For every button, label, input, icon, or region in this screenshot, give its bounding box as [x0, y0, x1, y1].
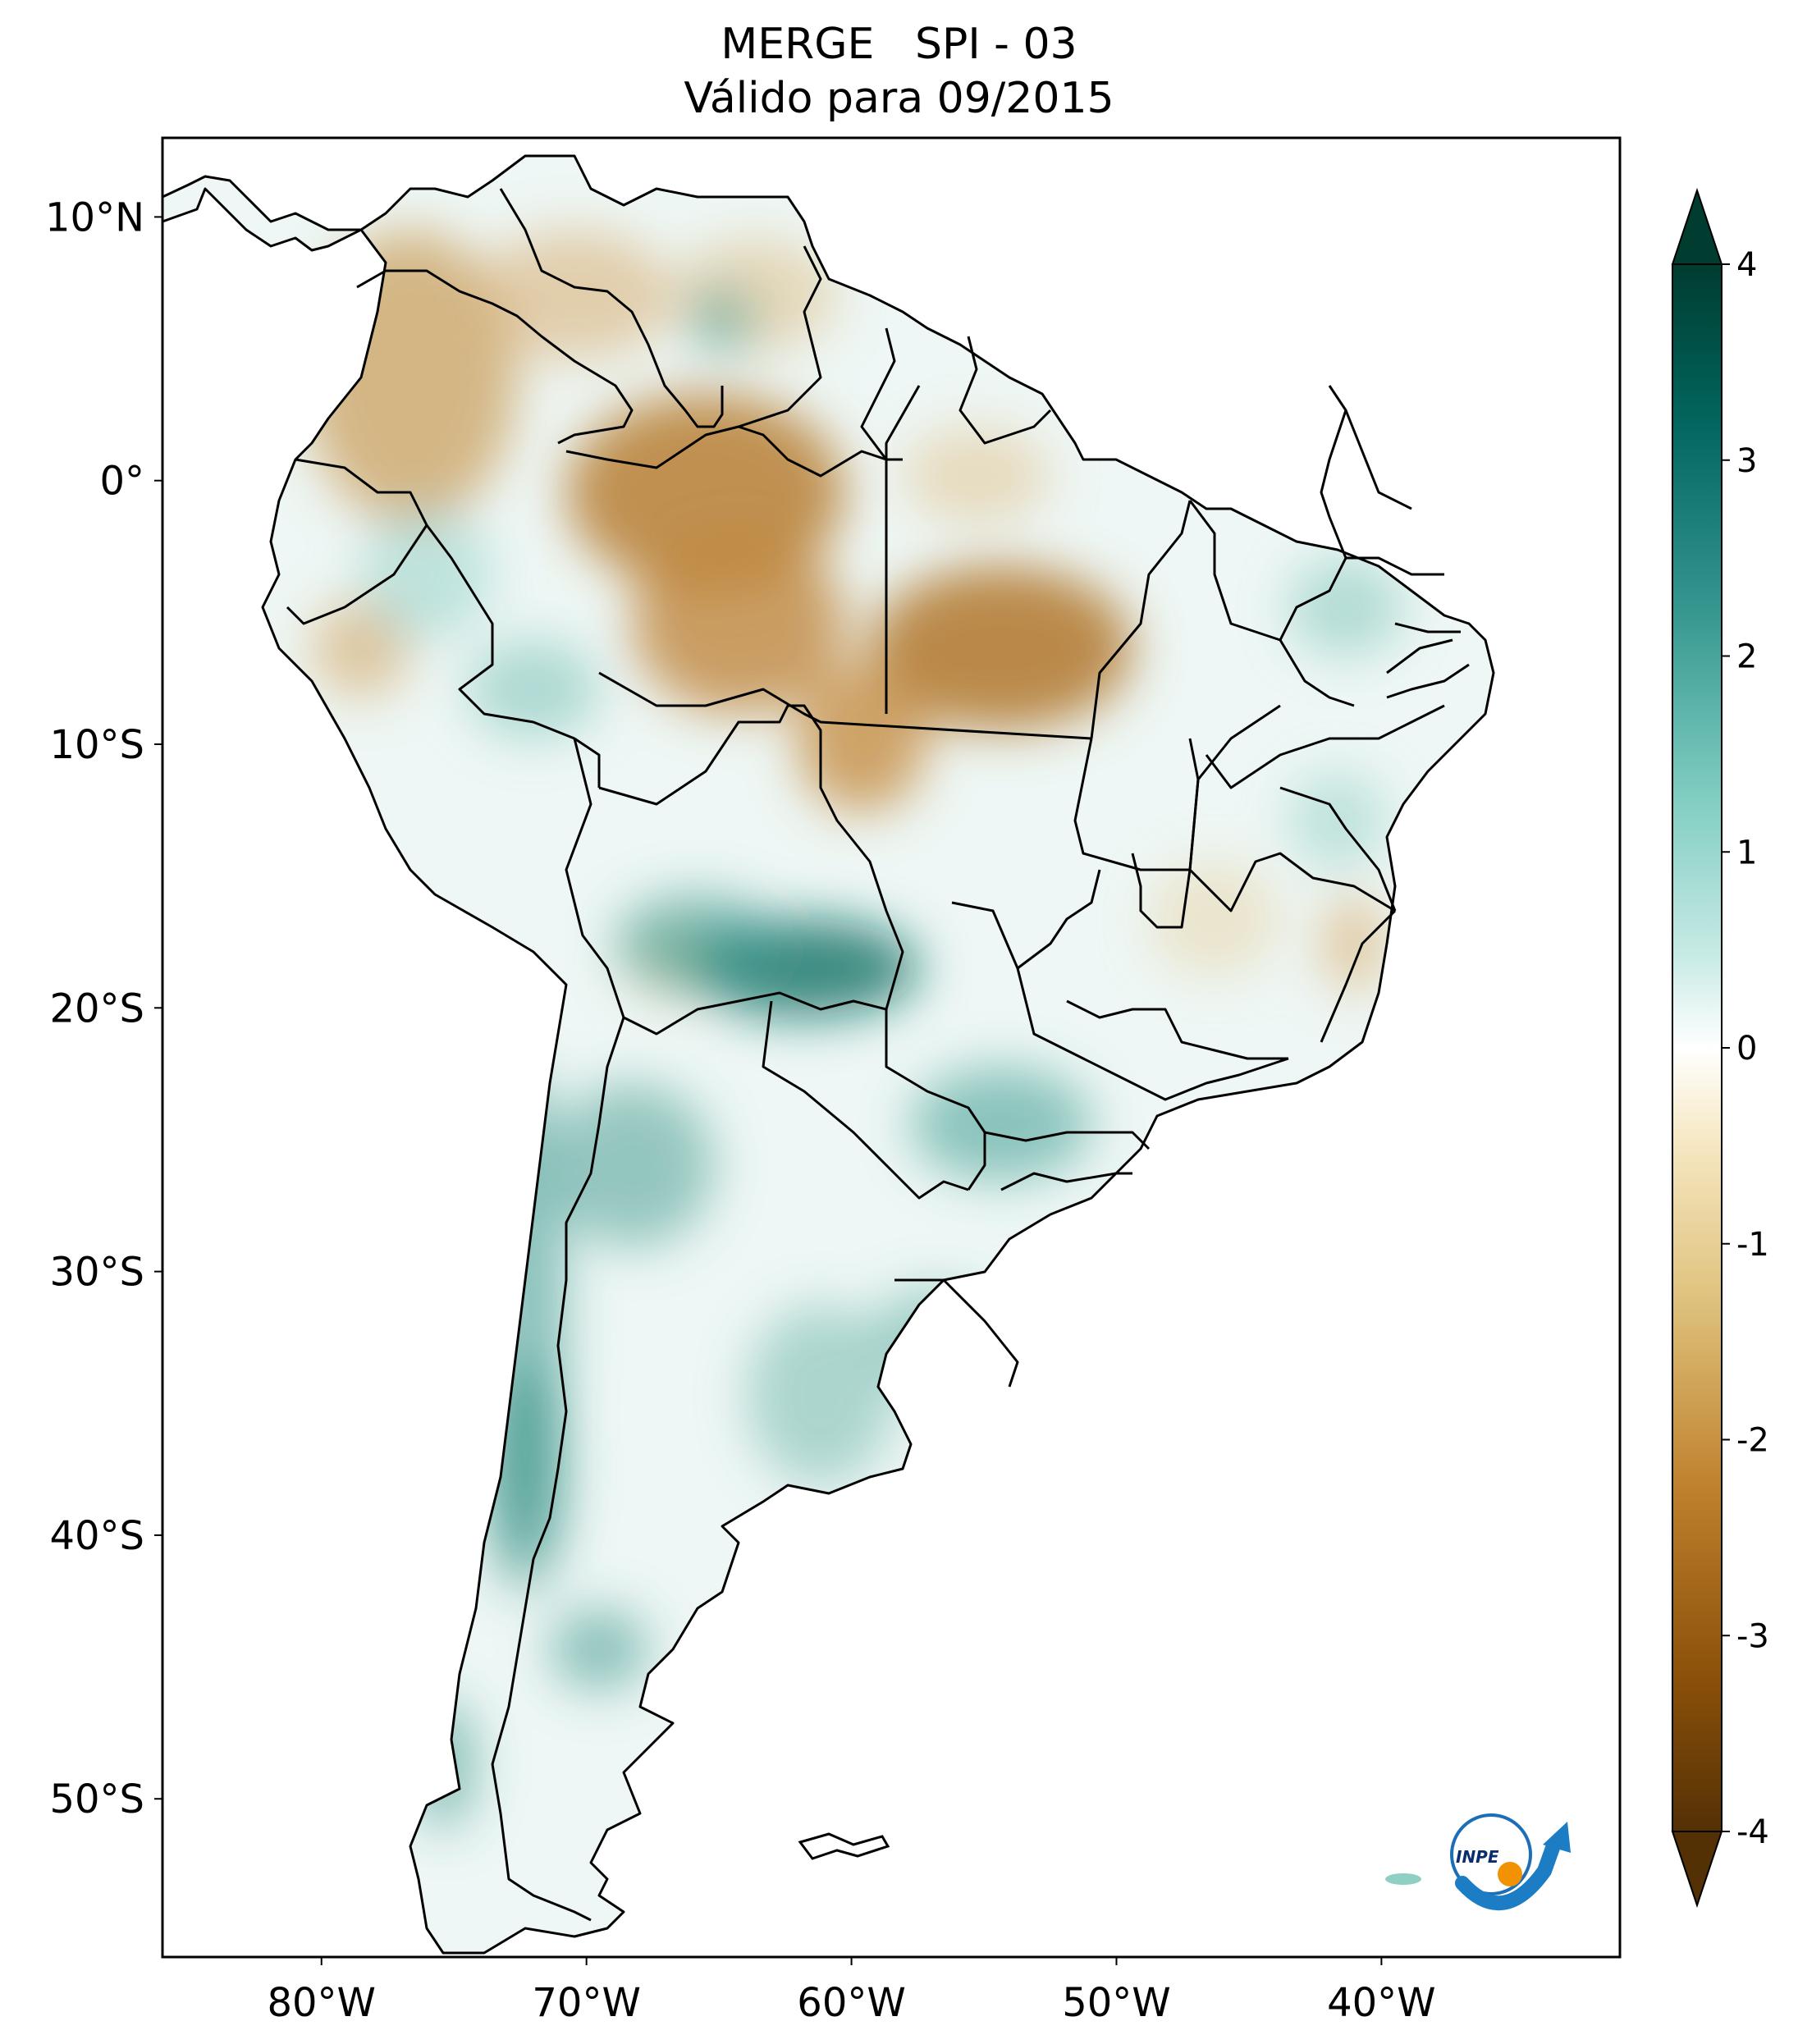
inpe-logo: INPE	[1450, 1813, 1571, 1911]
lon-tick-label: 40°W	[1327, 1980, 1436, 2026]
lat-tick-label: 0°	[99, 459, 144, 505]
colorbar-tick-label: -2	[1736, 1422, 1769, 1460]
inpe-logo-text: INPE	[1456, 1847, 1499, 1867]
colorbar-tick-label: 3	[1736, 442, 1757, 480]
colorbar-max-extend	[1671, 187, 1723, 265]
axis-ticks	[154, 216, 1383, 1965]
lat-tick-label: 10°S	[49, 722, 144, 768]
colorbar-tick-label: 4	[1736, 246, 1757, 284]
lat-tick-label: 40°S	[49, 1513, 144, 1559]
lon-tick-label: 80°W	[267, 1980, 376, 2026]
colorbar-tick-label: 2	[1736, 638, 1757, 676]
lon-tick-label: 50°W	[1062, 1980, 1171, 2026]
lat-tick-label: 30°S	[49, 1250, 144, 1296]
lat-tick-label: 20°S	[49, 985, 144, 1031]
lon-tick-label: 60°W	[797, 1980, 906, 2026]
colorbar-gradient	[1672, 263, 1723, 1832]
chart-title-line2: Válido para 09/2015	[684, 74, 1114, 123]
chart-title-line1: MERGE SPI - 03	[721, 20, 1077, 69]
south-georgia-island	[1385, 1873, 1421, 1885]
colorbar-tick-label: -1	[1736, 1226, 1769, 1264]
colorbar-tick-label: -3	[1736, 1617, 1769, 1655]
colorbar-tick-label: 0	[1736, 1030, 1757, 1068]
colorbar: 4 3 2 1 0 -1 -2 -3 -4	[1671, 187, 1769, 1909]
falkland-islands	[798, 1832, 890, 1860]
lat-tick-label: 50°S	[49, 1776, 144, 1822]
coastline	[161, 154, 1495, 1955]
country-borders	[286, 188, 1470, 1922]
lat-tick-label: 10°N	[45, 194, 144, 240]
colorbar-tick-label: 1	[1736, 834, 1757, 871]
colorbar-tick-label: -4	[1736, 1813, 1769, 1851]
colorbar-min-extend	[1671, 1831, 1723, 1909]
lon-tick-label: 70°W	[532, 1980, 641, 2026]
